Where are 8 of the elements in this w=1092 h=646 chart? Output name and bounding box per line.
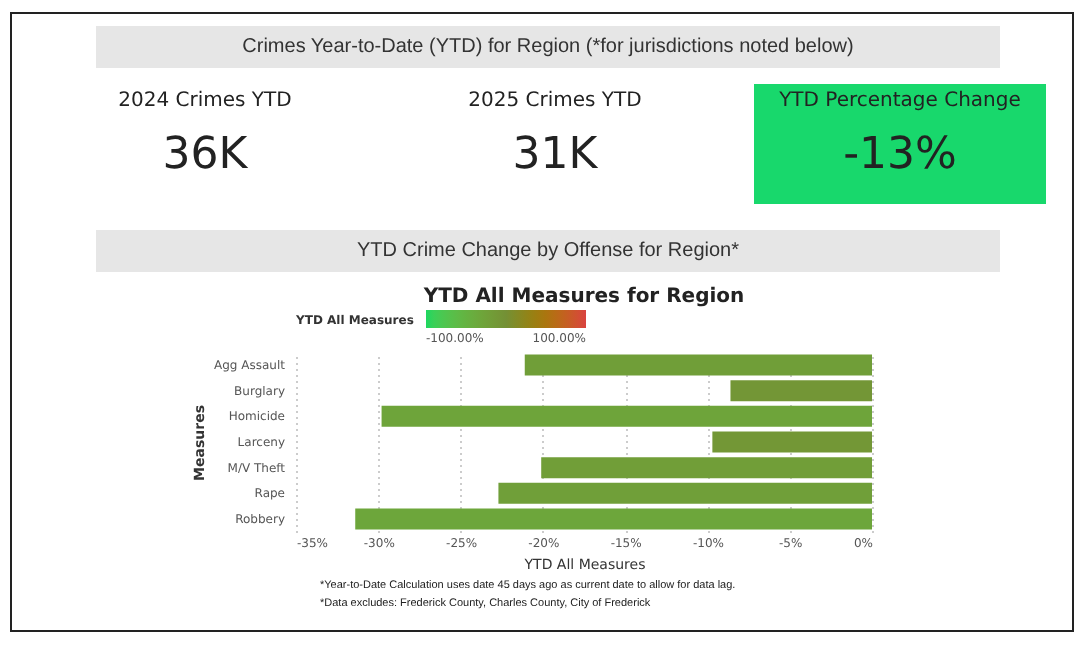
text: 2024 Crimes YTD <box>116 90 294 112</box>
chart-subtitle: YTD All Measures for Region <box>421 286 745 308</box>
text: 2025 Crimes YTD <box>466 90 644 112</box>
text: 36K <box>160 130 250 180</box>
text: 31K <box>510 130 600 180</box>
chart-title: YTD Crime Change by Offense for Region* <box>96 230 1000 272</box>
text: Crimes Year-to-Date (YTD) for Region (*for jurisdictions noted below) <box>96 26 1000 68</box>
card-panel: YTD Percentage Change -13% <box>754 84 1046 204</box>
